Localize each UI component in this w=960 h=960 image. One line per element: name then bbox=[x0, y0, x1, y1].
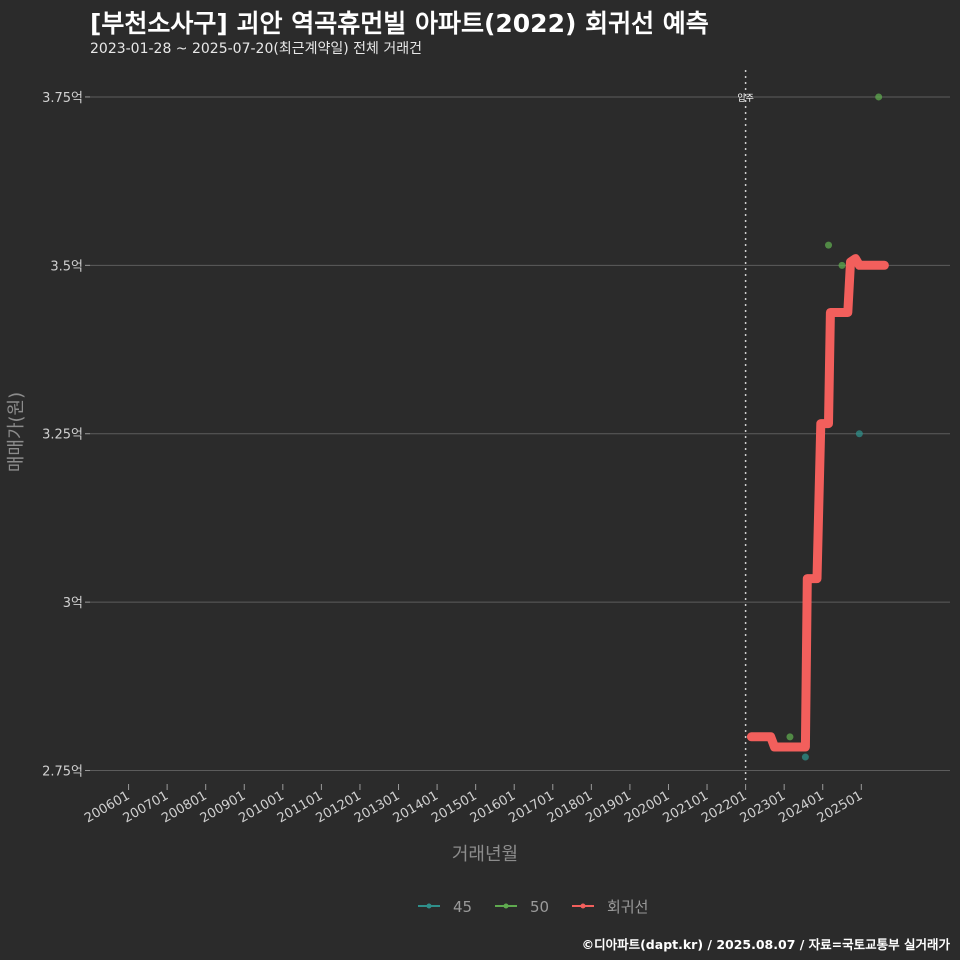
chart-subtitle: 2023-01-28 ~ 2025-07-20(최근계약일) 전체 거래건 bbox=[90, 41, 422, 57]
data-point-50 bbox=[825, 241, 833, 249]
regression-line bbox=[746, 254, 889, 752]
legend-key-dot bbox=[426, 903, 432, 909]
move-in-marker-label: 입주 bbox=[737, 92, 754, 104]
source-credit: ©디아파트(dapt.kr) / 2025.08.07 / 자료=국토교통부 실… bbox=[581, 937, 950, 952]
y-tick-label: 3.25억 bbox=[42, 428, 83, 443]
data-point-45 bbox=[801, 753, 809, 761]
x-axis-title: 거래년월 bbox=[452, 844, 518, 865]
data-point-50 bbox=[838, 261, 846, 269]
y-tick-label: 3억 bbox=[63, 596, 83, 611]
data-point-45 bbox=[855, 430, 863, 438]
legend-key-dot bbox=[580, 903, 586, 909]
y-tick-label: 3.75억 bbox=[42, 91, 83, 106]
data-point-50 bbox=[786, 733, 794, 741]
legend-label: 회귀선 bbox=[607, 898, 648, 916]
legend-label: 50 bbox=[530, 898, 549, 916]
y-tick-label: 3.5억 bbox=[50, 259, 83, 274]
y-tick-label: 2.75억 bbox=[42, 765, 83, 780]
legend-key-dot bbox=[503, 903, 509, 909]
data-point-50 bbox=[875, 93, 883, 101]
y-axis-title: 매매가(원) bbox=[6, 392, 27, 472]
chart-title: [부천소사구] 괴안 역곡휴먼빌 아파트(2022) 회귀선 예측 bbox=[90, 9, 709, 38]
legend-label: 45 bbox=[453, 898, 472, 916]
